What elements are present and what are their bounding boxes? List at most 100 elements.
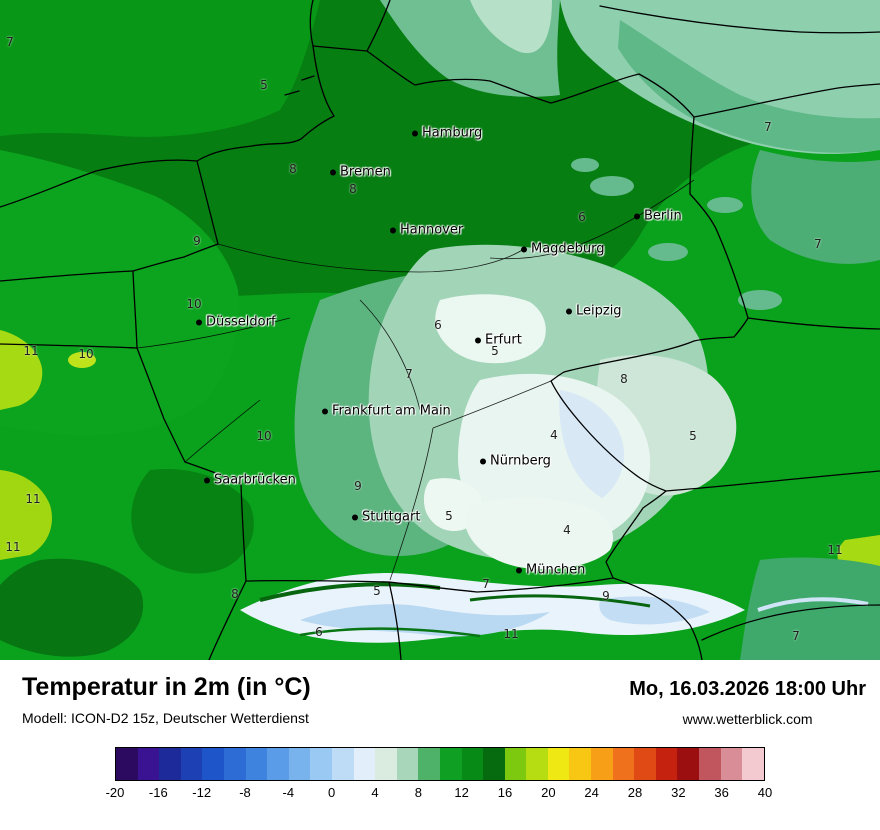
datetime: Mo, 16.03.2026 18:00 Uhr xyxy=(629,678,866,700)
city-label: München xyxy=(526,562,586,578)
legend-tick-label: 24 xyxy=(584,785,599,800)
city-label: Bremen xyxy=(340,164,391,180)
temperature-value: 5 xyxy=(373,584,381,598)
legend-tick-label: 28 xyxy=(627,785,643,800)
legend-cell xyxy=(396,748,419,780)
map-title: Temperatur in 2m (in °C) xyxy=(22,673,311,701)
legend-cell xyxy=(267,748,289,780)
city-dot-icon xyxy=(352,514,358,520)
legend-bar xyxy=(115,747,765,781)
city-marker: Berlin xyxy=(634,209,682,224)
legend-cell xyxy=(677,748,700,780)
country-borders xyxy=(0,0,880,660)
temperature-value: 4 xyxy=(563,523,571,537)
city-marker: Leipzig xyxy=(566,304,622,319)
city-dot-icon xyxy=(566,308,572,314)
city-label: Stuttgart xyxy=(362,509,421,525)
city-marker: Stuttgart xyxy=(352,510,420,525)
city-label: Düsseldorf xyxy=(206,314,276,330)
legend-cell xyxy=(461,748,484,780)
city-label: Magdeburg xyxy=(531,241,605,257)
city-dot-icon xyxy=(204,477,210,483)
temperature-value: 5 xyxy=(260,78,268,92)
city-dot-icon xyxy=(330,169,336,175)
temperature-value: 11 xyxy=(827,543,843,557)
legend-cell xyxy=(245,748,268,780)
temperature-value: 9 xyxy=(354,479,362,493)
temperature-value: 5 xyxy=(445,509,453,523)
legend-tick-label: 20 xyxy=(541,785,556,800)
legend-tick-label: -12 xyxy=(192,785,212,800)
legend-cell xyxy=(720,748,743,780)
legend-cell xyxy=(137,748,160,780)
city-label: Erfurt xyxy=(485,332,522,348)
legend: -20 -16 -12 -8 -4 0 4 8 12 16 20 24 28 32 36 40 xyxy=(106,747,772,803)
legend-cell xyxy=(288,748,311,780)
temperature-value: 7 xyxy=(405,367,413,381)
legend-cell xyxy=(331,748,354,780)
legend-cell xyxy=(439,748,462,780)
legend-cell xyxy=(655,748,678,780)
map-background xyxy=(0,0,880,660)
city-dot-icon xyxy=(390,227,396,233)
legend-tick-label: 32 xyxy=(671,785,686,800)
legend-tick-label: 40 xyxy=(757,785,773,800)
temperature-value: 7 xyxy=(6,35,14,49)
city-marker: München xyxy=(516,563,585,578)
legend-tick-label: -16 xyxy=(148,785,168,800)
legend-tick-label: 4 xyxy=(371,785,379,800)
temperature-value: 6 xyxy=(578,210,586,224)
legend-tick-label: 16 xyxy=(497,785,513,800)
model-info: Modell: ICON-D2 15z, Deutscher Wetterdie… xyxy=(22,709,309,726)
temperature-value: 8 xyxy=(289,162,297,176)
temperature-value: 10 xyxy=(78,347,94,361)
city-label: Hannover xyxy=(400,222,464,238)
city-marker: Magdeburg xyxy=(521,242,605,257)
temperature-value: 11 xyxy=(25,492,41,506)
temperature-value: 5 xyxy=(491,344,499,358)
city-label: Berlin xyxy=(644,208,682,224)
city-marker: Saarbrücken xyxy=(204,473,296,488)
city-dot-icon xyxy=(475,337,481,343)
legend-tick-label: 36 xyxy=(714,785,729,800)
temperature-value: 6 xyxy=(315,625,323,639)
temperature-value: 5 xyxy=(689,429,697,443)
footer: Temperatur in 2m (in °C) Modell: ICON-D2… xyxy=(0,660,880,830)
city-marker: Nürnberg xyxy=(480,454,551,469)
temperature-value: 7 xyxy=(764,120,772,134)
legend-cell xyxy=(483,748,505,780)
city-dot-icon xyxy=(480,458,486,464)
city-dot-icon xyxy=(634,213,640,219)
temperature-value: 8 xyxy=(620,372,628,386)
city-label: Leipzig xyxy=(576,303,622,319)
city-dot-icon xyxy=(322,408,328,414)
legend-tick-label: 0 xyxy=(328,785,336,800)
temperature-value: 8 xyxy=(231,587,239,601)
legend-cell xyxy=(159,748,181,780)
legend-tick-label: -20 xyxy=(105,785,125,800)
temperature-value: 7 xyxy=(482,577,490,591)
legend-cell xyxy=(310,748,332,780)
legend-cell xyxy=(353,748,376,780)
temperature-value: 11 xyxy=(23,344,39,358)
temperature-value: 11 xyxy=(5,540,21,554)
legend-cell xyxy=(116,748,138,780)
temperature-value: 7 xyxy=(792,629,800,643)
legend-cell xyxy=(699,748,721,780)
legend-cell xyxy=(504,748,527,780)
legend-cell xyxy=(202,748,224,780)
temperature-value: 11 xyxy=(503,627,519,641)
legend-cell xyxy=(612,748,635,780)
temperature-value: 10 xyxy=(186,297,202,311)
temperature-value: 7 xyxy=(814,237,822,251)
city-marker: Bremen xyxy=(330,165,391,180)
temperature-value: 9 xyxy=(193,234,201,248)
temperature-value: 9 xyxy=(602,589,610,603)
temperature-value: 6 xyxy=(434,318,442,332)
legend-cell xyxy=(634,748,656,780)
city-dot-icon xyxy=(521,246,527,252)
legend-cell xyxy=(223,748,246,780)
city-label: Hamburg xyxy=(422,125,483,141)
legend-cell xyxy=(418,748,440,780)
legend-cell xyxy=(569,748,592,780)
